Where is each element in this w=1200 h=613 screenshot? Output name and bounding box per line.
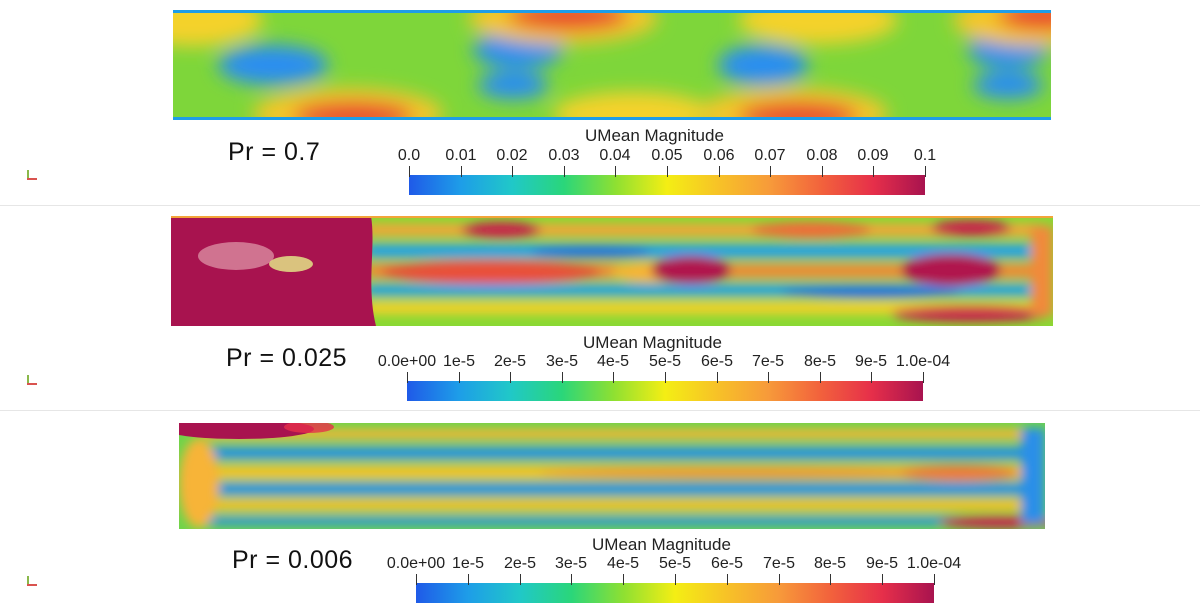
colorbar-tick [613,372,614,383]
colorbar-tick-label: 0.09 [857,147,889,164]
colorbar-tick [562,372,563,383]
colorbar-tick [520,574,521,585]
colorbar-tick-label: 3e-5 [545,353,579,370]
colorbar-tick [459,372,460,383]
colorbar-tick-label: 1.0e-04 [895,353,951,370]
velocity-field-pr-0.006 [179,423,1045,529]
colorbar-tick-label: 0.01 [445,147,477,164]
colorbar-tick-label: 0.1 [913,147,937,164]
colorbar-tick-label: 0.02 [496,147,528,164]
colorbar-tick-label: 1e-5 [442,353,476,370]
pr-label: Pr = 0.025 [226,344,348,372]
colorbar-tick-label: 6e-5 [700,353,734,370]
pr-label: Pr = 0.006 [232,546,354,574]
colorbar-tick-label: 0.0e+00 [386,555,446,572]
colorbar-tick-label: 0.06 [703,147,735,164]
colorbar-tick [925,166,926,177]
colorbar-tick [871,372,872,383]
colorbar-title: UMean Magnitude [585,126,724,145]
colorbar-tick [727,574,728,585]
colorbar-tick-label: 1.0e-04 [906,555,962,572]
colorbar-tick [830,574,831,585]
velocity-field-pr-0.025 [171,216,1053,326]
pr-label: Pr = 0.7 [228,138,321,166]
colorbar-tick-label: 7e-5 [751,353,785,370]
colorbar-tick-label: 8e-5 [803,353,837,370]
colorbar-tick [564,166,565,177]
colorbar-tick [409,166,410,177]
colorbar-gradient [416,583,934,603]
colorbar-gradient [407,381,923,401]
colorbar-tick-label: 0.0e+00 [377,353,437,370]
axes-orientation-icon [27,576,37,586]
colorbar-tick [510,372,511,383]
colorbar-tick [623,574,624,585]
colorbar-tick [615,166,616,177]
colorbar-tick-label: 5e-5 [658,555,692,572]
colorbar-tick-label: 7e-5 [762,555,796,572]
colorbar-tick [873,166,874,177]
colorbar-tick-label: 8e-5 [813,555,847,572]
colorbar-tick [407,372,408,383]
colorbar-tick-label: 0.04 [599,147,631,164]
colorbar-gradient [409,175,925,195]
colorbar-tick [822,166,823,177]
axes-orientation-icon [27,170,37,180]
colorbar-tick [665,372,666,383]
colorbar-title: UMean Magnitude [583,333,722,352]
colorbar-tick-label: 5e-5 [648,353,682,370]
colorbar-tick [675,574,676,585]
colorbar-tick [923,372,924,383]
colorbar-tick-label: 0.0 [397,147,421,164]
colorbar-tick [571,574,572,585]
colorbar-tick-label: 6e-5 [710,555,744,572]
colorbar-tick [934,574,935,585]
colorbar-tick-label: 1e-5 [451,555,485,572]
colorbar-tick [416,574,417,585]
colorbar-tick [719,166,720,177]
colorbar-tick [882,574,883,585]
axes-orientation-icon [27,375,37,385]
colorbar-tick-label: 2e-5 [493,353,527,370]
colorbar-tick [768,372,769,383]
colorbar-tick-label: 3e-5 [554,555,588,572]
colorbar-tick [667,166,668,177]
colorbar-tick [717,372,718,383]
colorbar-tick-label: 0.05 [651,147,683,164]
colorbar-tick [820,372,821,383]
colorbar-tick-label: 9e-5 [854,353,888,370]
colorbar-title: UMean Magnitude [592,535,731,554]
colorbar-tick [770,166,771,177]
velocity-field-pr-0.7 [173,10,1051,120]
colorbar-tick-label: 0.07 [754,147,786,164]
colorbar-tick [461,166,462,177]
colorbar-tick-label: 4e-5 [606,555,640,572]
colorbar-tick [512,166,513,177]
colorbar-tick [779,574,780,585]
colorbar-tick [468,574,469,585]
colorbar-tick-label: 9e-5 [865,555,899,572]
colorbar-tick-label: 0.08 [806,147,838,164]
colorbar-tick-label: 0.03 [548,147,580,164]
colorbar-tick-label: 4e-5 [596,353,630,370]
colorbar-tick-label: 2e-5 [503,555,537,572]
